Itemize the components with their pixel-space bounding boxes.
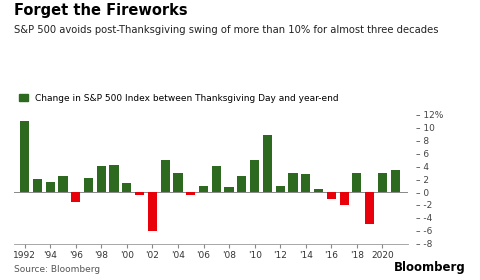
Bar [20, 121, 29, 192]
Bar [365, 192, 374, 224]
Bar [250, 160, 259, 192]
Bar [263, 136, 272, 192]
Text: S&P 500 avoids post-Thanksgiving swing of more than 10% for almost three decades: S&P 500 avoids post-Thanksgiving swing o… [14, 25, 439, 35]
Bar [161, 160, 170, 192]
Bar [352, 173, 361, 192]
Bar [84, 178, 93, 192]
Bar [186, 192, 195, 195]
Legend: Change in S&P 500 Index between Thanksgiving Day and year-end: Change in S&P 500 Index between Thanksgi… [19, 94, 339, 102]
Bar [122, 183, 132, 192]
Bar [173, 173, 182, 192]
Bar [71, 192, 80, 202]
Bar [46, 183, 55, 192]
Bar [327, 192, 336, 199]
Bar [391, 169, 400, 192]
Bar [96, 166, 106, 192]
Bar [199, 186, 208, 192]
Text: Source: Bloomberg: Source: Bloomberg [14, 265, 100, 274]
Bar [212, 166, 221, 192]
Bar [301, 174, 311, 192]
Bar [314, 189, 323, 192]
Bar [59, 176, 68, 192]
Bar [109, 165, 119, 192]
Bar [148, 192, 157, 231]
Text: Forget the Fireworks: Forget the Fireworks [14, 3, 188, 18]
Bar [288, 173, 298, 192]
Bar [237, 176, 246, 192]
Text: Bloomberg: Bloomberg [394, 262, 466, 274]
Bar [135, 192, 144, 195]
Bar [225, 187, 234, 192]
Bar [339, 192, 348, 205]
Bar [33, 179, 42, 192]
Bar [276, 186, 285, 192]
Bar [378, 173, 387, 192]
